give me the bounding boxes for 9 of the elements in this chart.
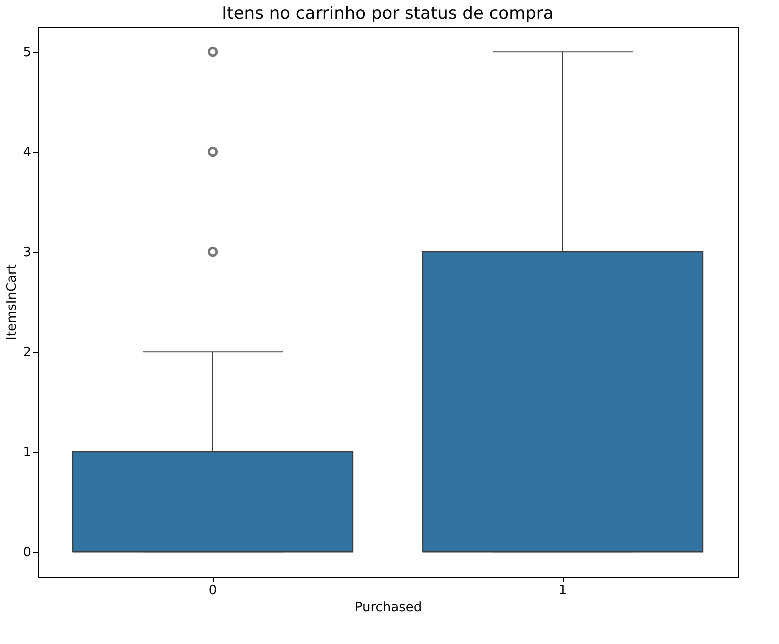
y-tick-label: 2 [23, 346, 32, 360]
x-axis-title: Purchased [354, 600, 422, 616]
y-tick-label: 0 [23, 546, 32, 560]
y-tick-label: 4 [23, 146, 32, 160]
y-axis-title: ItemsInCart [5, 264, 20, 340]
y-tick-label: 3 [23, 246, 32, 260]
y-tick-label: 5 [23, 46, 32, 60]
y-tick-label: 1 [23, 446, 32, 460]
chart-title: Itens no carrinho por status de compra [222, 4, 554, 24]
